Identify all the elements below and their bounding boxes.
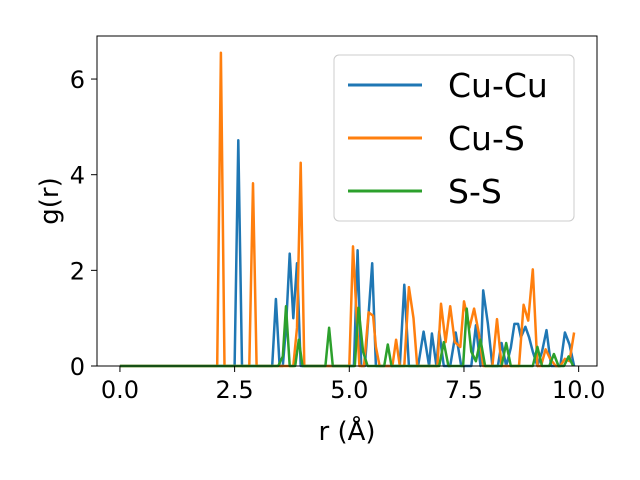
legend-label: Cu-Cu bbox=[448, 66, 548, 105]
y-tick-label: 6 bbox=[70, 66, 85, 94]
x-tick-label: 7.5 bbox=[445, 376, 483, 404]
y-tick-label: 0 bbox=[70, 353, 85, 381]
x-axis-label: r (Å) bbox=[318, 415, 375, 447]
x-tick-label: 0.0 bbox=[101, 376, 139, 404]
legend-box bbox=[333, 54, 575, 222]
axes-frame bbox=[96, 35, 598, 367]
x-tick-label: 10.0 bbox=[552, 376, 605, 404]
y-axis: 0 2 4 6 bbox=[70, 66, 97, 381]
x-axis: 0.0 2.5 5.0 7.5 10.0 bbox=[101, 366, 605, 404]
series-line-s-s bbox=[119, 304, 575, 368]
legend-label: Cu-S bbox=[448, 119, 525, 158]
y-tick-label: 2 bbox=[70, 257, 85, 285]
x-tick-label: 2.5 bbox=[216, 376, 254, 404]
y-tick-label: 4 bbox=[70, 162, 85, 190]
x-tick-label: 5.0 bbox=[330, 376, 368, 404]
legend: Cu-Cu Cu-S S-S bbox=[333, 54, 575, 222]
legend-label: S-S bbox=[448, 172, 502, 211]
y-axis-label: g(r) bbox=[35, 177, 65, 224]
